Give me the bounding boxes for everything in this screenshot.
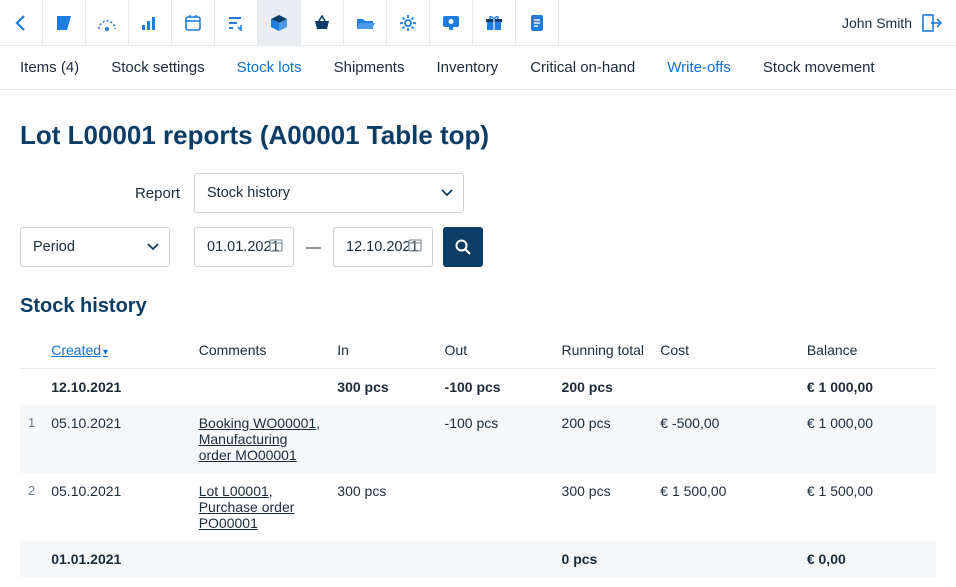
period-select[interactable]: Period bbox=[20, 227, 170, 267]
date-range-separator: — bbox=[304, 239, 323, 256]
chevron-down-icon bbox=[147, 239, 159, 255]
col-in[interactable]: In bbox=[329, 332, 436, 369]
col-comments[interactable]: Comments bbox=[191, 332, 330, 369]
calendar-icon bbox=[269, 238, 283, 256]
col-cost[interactable]: Cost bbox=[652, 332, 799, 369]
row-index: 2 bbox=[20, 473, 43, 541]
search-button[interactable] bbox=[443, 227, 483, 267]
top-icon-bar: John Smith bbox=[0, 0, 956, 46]
top-totals-row: 12.10.2021 300 pcs -100 pcs 200 pcs € 1 … bbox=[20, 369, 936, 406]
back-button[interactable] bbox=[0, 0, 43, 46]
table-row: 1 05.10.2021 Booking WO00001, Manufactur… bbox=[20, 405, 936, 473]
col-out[interactable]: Out bbox=[437, 332, 554, 369]
comment-link[interactable]: Purchase order PO00001 bbox=[199, 499, 295, 531]
col-running[interactable]: Running total bbox=[554, 332, 653, 369]
bottom-totals-row: 01.01.2021 0 pcs € 0,00 bbox=[20, 541, 936, 577]
logout-icon[interactable] bbox=[922, 14, 942, 32]
sub-nav: Items (4) Stock settings Stock lots Ship… bbox=[0, 46, 956, 90]
tab-critical[interactable]: Critical on-hand bbox=[530, 59, 635, 76]
chevron-down-icon bbox=[441, 185, 453, 201]
row-running: 300 pcs bbox=[554, 473, 653, 541]
section-title: Stock history bbox=[20, 295, 936, 318]
row-balance: € 1 000,00 bbox=[799, 405, 936, 473]
nav-icon-gear[interactable] bbox=[387, 0, 430, 46]
nav-icon-basket[interactable] bbox=[301, 0, 344, 46]
top-totals-balance: € 1 000,00 bbox=[799, 369, 936, 406]
report-select-value: Stock history bbox=[207, 185, 290, 201]
tab-items[interactable]: Items (4) bbox=[20, 59, 79, 76]
topbar-user-area: John Smith bbox=[842, 14, 956, 32]
nav-icon-monitor[interactable] bbox=[430, 0, 473, 46]
row-comments: Booking WO00001, Manufacturing order MO0… bbox=[191, 405, 330, 473]
nav-icon-box-active[interactable] bbox=[258, 0, 301, 46]
filters: Report Stock history Period 01.01.2021 bbox=[20, 173, 936, 267]
date-to-input[interactable]: 12.10.2021 bbox=[333, 227, 433, 267]
tab-shipments[interactable]: Shipments bbox=[334, 59, 405, 76]
bottom-totals-running: 0 pcs bbox=[554, 541, 653, 577]
nav-icon-1[interactable] bbox=[43, 0, 86, 46]
user-name[interactable]: John Smith bbox=[842, 15, 912, 31]
top-icon-group bbox=[0, 0, 559, 45]
nav-icon-folder[interactable] bbox=[344, 0, 387, 46]
nav-icon-bars[interactable] bbox=[129, 0, 172, 46]
row-cost: € -500,00 bbox=[652, 405, 799, 473]
row-cost: € 1 500,00 bbox=[652, 473, 799, 541]
tab-stock-movement[interactable]: Stock movement bbox=[763, 59, 875, 76]
col-created[interactable]: Created▾ bbox=[43, 332, 190, 369]
row-index: 1 bbox=[20, 405, 43, 473]
bottom-totals-created: 01.01.2021 bbox=[43, 541, 190, 577]
tab-writeoffs[interactable]: Write-offs bbox=[667, 59, 731, 76]
nav-icon-document[interactable] bbox=[516, 0, 559, 46]
nav-icon-gift[interactable] bbox=[473, 0, 516, 46]
date-from-input[interactable]: 01.01.2021 bbox=[194, 227, 294, 267]
stock-history-table: Created▾ Comments In Out Running total C… bbox=[20, 332, 936, 577]
tab-inventory[interactable]: Inventory bbox=[436, 59, 498, 76]
row-in bbox=[329, 405, 436, 473]
page-title: Lot L00001 reports (A00001 Table top) bbox=[20, 120, 936, 151]
content-area: Lot L00001 reports (A00001 Table top) Re… bbox=[0, 90, 956, 587]
top-totals-created: 12.10.2021 bbox=[43, 369, 190, 406]
comment-link[interactable]: Booking WO00001 bbox=[199, 415, 317, 431]
row-in: 300 pcs bbox=[329, 473, 436, 541]
calendar-icon bbox=[408, 238, 422, 256]
nav-icon-sort[interactable] bbox=[215, 0, 258, 46]
tab-stock-settings[interactable]: Stock settings bbox=[111, 59, 204, 76]
comment-link[interactable]: Manufacturing order MO00001 bbox=[199, 431, 297, 463]
period-select-value: Period bbox=[33, 239, 75, 255]
report-select[interactable]: Stock history bbox=[194, 173, 464, 213]
report-label: Report bbox=[20, 185, 180, 202]
row-created: 05.10.2021 bbox=[43, 473, 190, 541]
table-row: 2 05.10.2021 Lot L00001, Purchase order … bbox=[20, 473, 936, 541]
row-created: 05.10.2021 bbox=[43, 405, 190, 473]
top-totals-running: 200 pcs bbox=[554, 369, 653, 406]
top-totals-out: -100 pcs bbox=[437, 369, 554, 406]
top-totals-in: 300 pcs bbox=[329, 369, 436, 406]
table-header-row: Created▾ Comments In Out Running total C… bbox=[20, 332, 936, 369]
row-out bbox=[437, 473, 554, 541]
search-icon bbox=[454, 238, 472, 256]
nav-icon-gauge[interactable] bbox=[86, 0, 129, 46]
row-balance: € 1 500,00 bbox=[799, 473, 936, 541]
comment-link[interactable]: Lot L00001 bbox=[199, 483, 269, 499]
row-out: -100 pcs bbox=[437, 405, 554, 473]
bottom-totals-balance: € 0,00 bbox=[799, 541, 936, 577]
row-comments: Lot L00001, Purchase order PO00001 bbox=[191, 473, 330, 541]
col-balance[interactable]: Balance bbox=[799, 332, 936, 369]
tab-stock-lots[interactable]: Stock lots bbox=[237, 59, 302, 76]
row-running: 200 pcs bbox=[554, 405, 653, 473]
nav-icon-calendar[interactable] bbox=[172, 0, 215, 46]
